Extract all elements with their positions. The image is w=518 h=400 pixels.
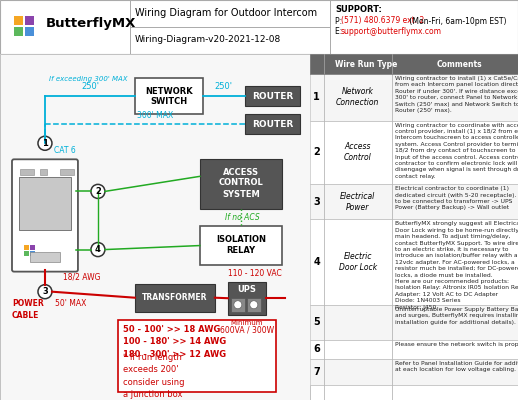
Text: SUPPORT:: SUPPORT: [335,6,382,14]
Text: 5: 5 [313,318,320,328]
Text: SWITCH: SWITCH [150,97,188,106]
Circle shape [91,184,105,198]
Text: ROUTER: ROUTER [252,120,293,129]
Bar [135,78,203,114]
Bar [25,27,34,36]
Text: Electrical
Power: Electrical Power [340,192,376,212]
Text: 2: 2 [313,148,320,158]
Text: 600VA / 300W: 600VA / 300W [220,326,274,335]
Text: ROUTER: ROUTER [252,92,293,101]
Bar [310,121,518,184]
Circle shape [38,285,52,299]
Bar [135,284,215,312]
Bar [25,16,34,25]
Text: 3: 3 [42,287,48,296]
Text: Wire Run Type: Wire Run Type [335,60,397,68]
Bar [30,252,60,262]
Bar [24,244,29,250]
Text: 250': 250' [81,82,99,91]
Text: 6: 6 [313,344,320,354]
Bar [310,359,518,385]
Circle shape [250,301,258,309]
Text: 50 - 100' >> 18 AWG
100 - 180' >> 14 AWG
180 - 300' >> 12 AWG: 50 - 100' >> 18 AWG 100 - 180' >> 14 AWG… [123,325,226,359]
Bar [20,169,34,175]
Bar [247,298,261,312]
Text: 4: 4 [313,257,320,267]
Text: TRANSFORMER: TRANSFORMER [142,293,208,302]
Text: Comments: Comments [437,60,482,68]
FancyBboxPatch shape [12,159,78,272]
Bar [40,169,47,175]
Text: 4: 4 [95,245,101,254]
Text: 1: 1 [42,139,48,148]
Text: 18/2 AWG: 18/2 AWG [63,273,100,282]
Text: CONTROL: CONTROL [219,178,263,187]
Circle shape [38,136,52,150]
Text: ButterflyMX strongly suggest all Electrical
Door Lock wiring to be home-run dire: ButterflyMX strongly suggest all Electri… [395,222,518,310]
Text: NETWORK: NETWORK [145,87,193,96]
Text: RELAY: RELAY [226,246,255,255]
Bar [200,159,282,210]
Circle shape [91,242,105,256]
Text: Minimum: Minimum [231,320,263,326]
Bar [310,220,518,305]
Text: Wiring contractor to install (1) x Cat5e/Cat6
from each Intercom panel location : Wiring contractor to install (1) x Cat5e… [395,76,518,113]
Text: 250': 250' [215,82,233,91]
Bar [310,184,518,220]
Text: 50' MAX: 50' MAX [55,299,87,308]
Text: (Mon-Fri, 6am-10pm EST): (Mon-Fri, 6am-10pm EST) [407,16,507,26]
Bar [60,169,74,175]
Text: (571) 480.6379 ext. 2: (571) 480.6379 ext. 2 [341,16,424,26]
Bar [14,16,23,25]
Text: P:: P: [335,16,344,26]
Text: Uninterruptable Power Supply Battery Backup. To prevent voltage drops
and surges: Uninterruptable Power Supply Battery Bac… [395,307,518,325]
Text: Electrical contractor to coordinate (1)
dedicated circuit (with 5-20 receptacle): Electrical contractor to coordinate (1) … [395,186,518,210]
Bar [30,250,35,256]
Text: E:: E: [335,28,344,36]
Bar [245,114,300,134]
Text: Electric
Door Lock: Electric Door Lock [339,252,377,272]
Text: 300' MAX: 300' MAX [137,111,173,120]
Text: 2: 2 [95,187,101,196]
Bar [30,244,35,250]
Circle shape [234,301,242,309]
Bar [310,74,518,121]
Text: Wiring contractor to coordinate with access
control provider, install (1) x 18/2: Wiring contractor to coordinate with acc… [395,123,518,179]
Text: SYSTEM: SYSTEM [222,190,260,199]
Text: If exceeding 300' MAX: If exceeding 300' MAX [49,76,127,82]
Text: Wiring Diagram for Outdoor Intercom: Wiring Diagram for Outdoor Intercom [135,8,317,18]
Bar [19,177,71,230]
Bar [231,298,245,312]
Text: Refer to Panel Installation Guide for additional details. Leave 6' service loop
: Refer to Panel Installation Guide for ad… [395,361,518,372]
Bar [200,226,282,265]
Bar [24,250,29,256]
Text: CAT 6: CAT 6 [54,146,76,155]
Text: 110 - 120 VAC: 110 - 120 VAC [228,269,282,278]
Text: 3: 3 [313,197,320,207]
Text: If no ACS: If no ACS [225,213,260,222]
Text: ButterflyMX: ButterflyMX [46,16,136,30]
Bar [245,86,300,106]
Text: 1: 1 [313,92,320,102]
Text: support@butterflymx.com: support@butterflymx.com [341,28,442,36]
Text: ISOLATION: ISOLATION [216,235,266,244]
Bar [118,320,276,392]
Text: POWER
CABLE: POWER CABLE [12,299,44,320]
Text: 7: 7 [313,367,320,377]
Bar [310,305,518,340]
Text: * If run length
exceeds 200'
consider using
a junction box: * If run length exceeds 200' consider us… [123,353,184,399]
Text: Network
Connection: Network Connection [336,87,380,108]
Text: Access
Control: Access Control [344,142,372,162]
Bar [14,27,23,36]
Text: Please ensure the network switch is properly grounded.: Please ensure the network switch is prop… [395,342,518,347]
Bar [310,340,518,359]
Text: UPS: UPS [237,285,256,294]
Text: Wiring-Diagram-v20-2021-12-08: Wiring-Diagram-v20-2021-12-08 [135,36,281,44]
Bar [310,54,518,74]
Bar [228,282,266,315]
Text: ACCESS: ACCESS [223,168,259,177]
